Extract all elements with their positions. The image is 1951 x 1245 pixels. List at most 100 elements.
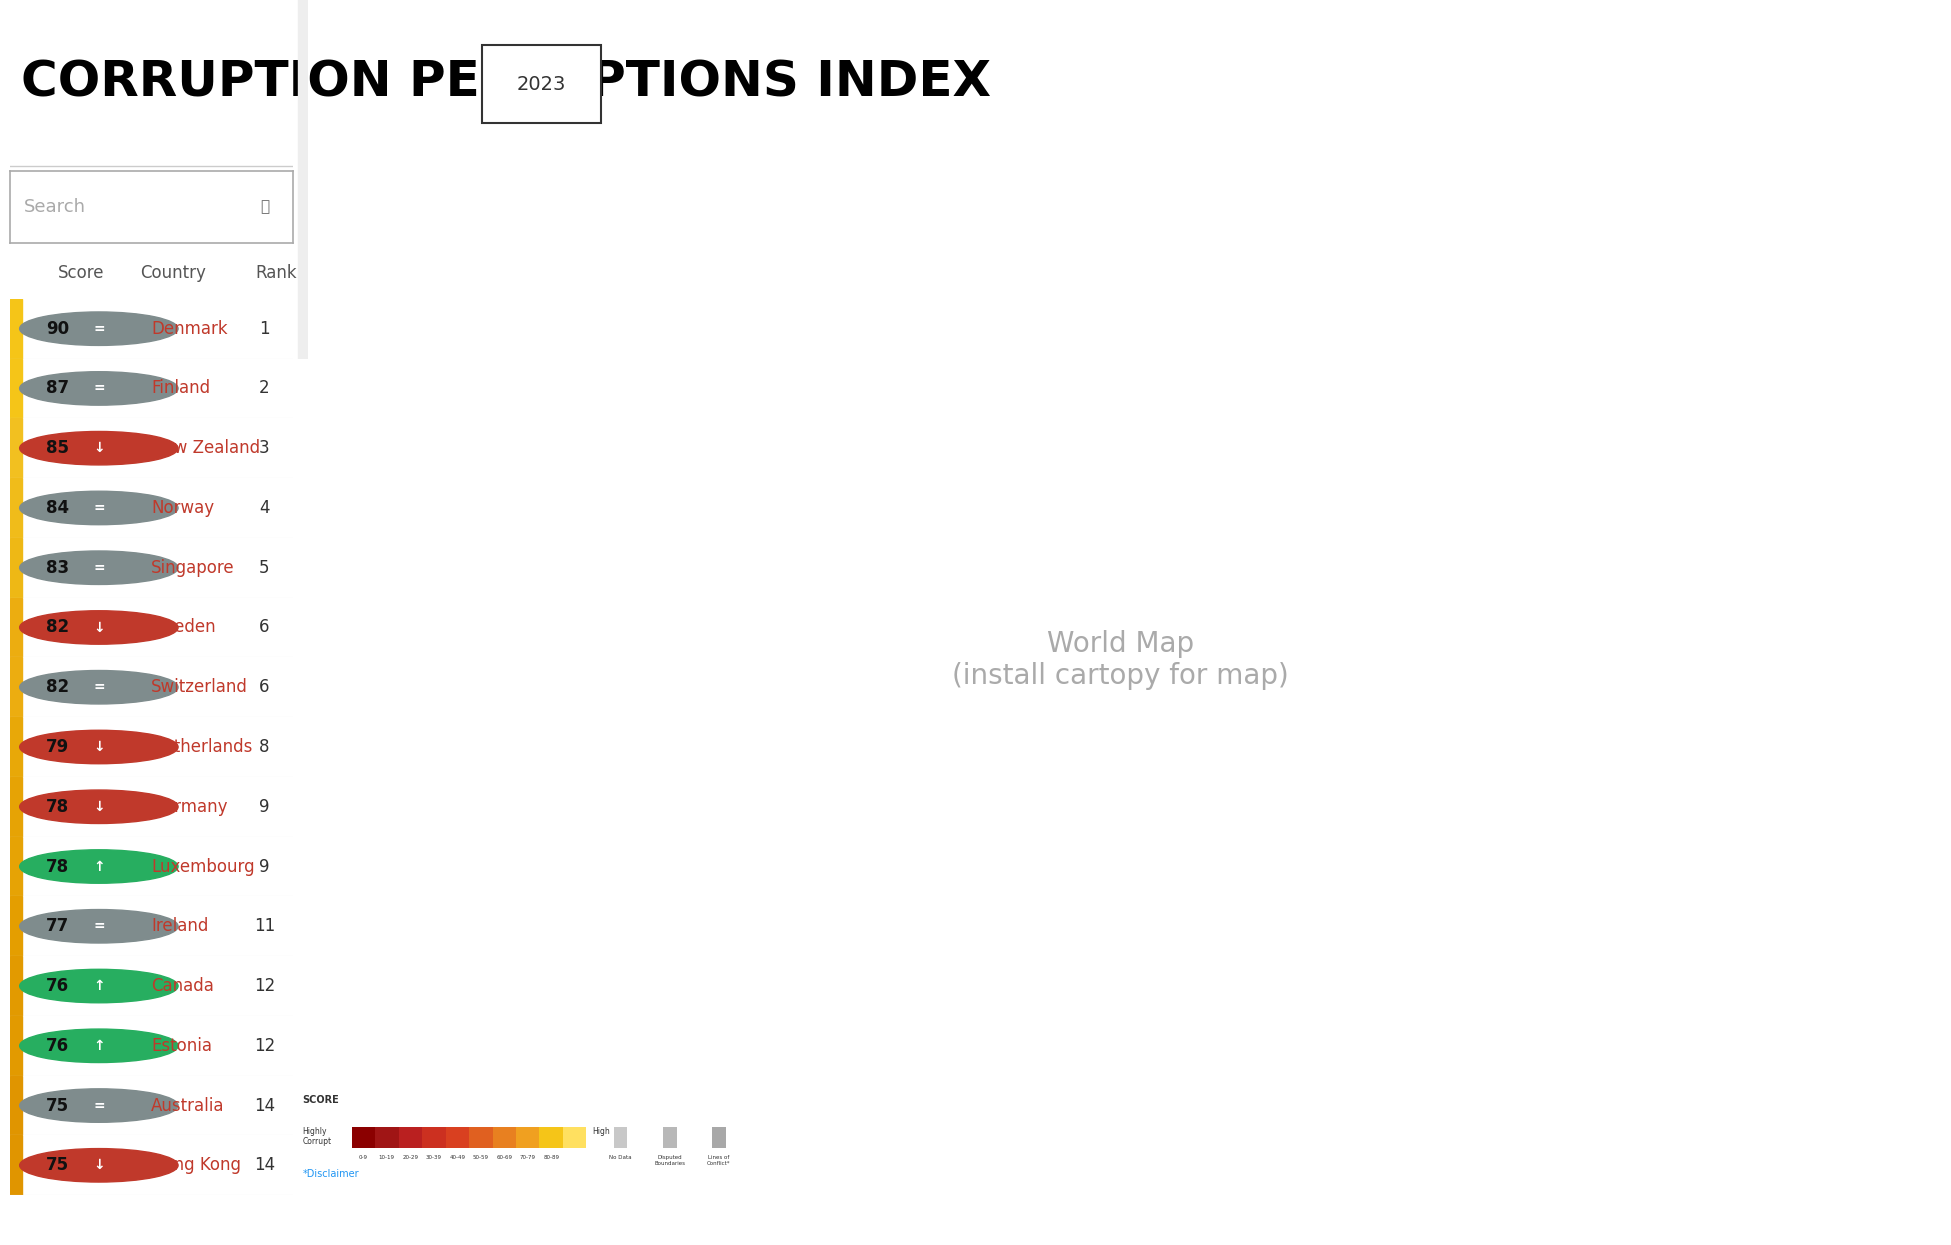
FancyBboxPatch shape (482, 45, 601, 123)
Text: =: = (94, 321, 105, 336)
Text: 3: 3 (259, 439, 269, 457)
Text: Singapore: Singapore (152, 559, 234, 576)
Bar (615, 1127, 628, 1148)
Bar (10, 1135, 23, 1195)
Text: World Map
(install cartopy for map): World Map (install cartopy for map) (952, 630, 1290, 690)
Text: Disputed
Boundaries: Disputed Boundaries (654, 1155, 685, 1165)
Bar (10, 418, 23, 478)
Circle shape (20, 791, 178, 823)
Circle shape (20, 970, 178, 1002)
Bar (540, 1127, 564, 1148)
Text: Finland: Finland (152, 380, 211, 397)
Text: Rank: Rank (256, 264, 297, 281)
Bar (10, 299, 23, 359)
Circle shape (20, 432, 178, 464)
Text: 1: 1 (259, 320, 269, 337)
Text: 12: 12 (254, 1037, 275, 1055)
Bar (10, 896, 23, 956)
Text: Sweden: Sweden (152, 619, 217, 636)
Bar (515, 1127, 540, 1148)
Text: ↑: ↑ (94, 1038, 105, 1053)
Text: 11: 11 (254, 918, 275, 935)
Text: 14: 14 (254, 1157, 275, 1174)
Text: Ireland: Ireland (152, 918, 209, 935)
Text: Country: Country (140, 264, 205, 281)
Text: 85: 85 (47, 439, 70, 457)
Text: 76: 76 (47, 1037, 70, 1055)
Bar (299, 0, 306, 359)
Circle shape (20, 671, 178, 703)
Bar (492, 1127, 515, 1148)
Text: =: = (94, 560, 105, 575)
Text: 70-79: 70-79 (519, 1155, 537, 1160)
Text: 2: 2 (259, 380, 269, 397)
Bar (10, 1016, 23, 1076)
Circle shape (20, 372, 178, 405)
Text: 84: 84 (47, 499, 70, 517)
Bar (10, 538, 23, 598)
Bar (445, 1127, 468, 1148)
Text: Estonia: Estonia (152, 1037, 213, 1055)
Text: *Disclaimer: *Disclaimer (302, 1169, 359, 1179)
Text: Highly
Corrupt: Highly Corrupt (302, 1127, 332, 1145)
Circle shape (20, 731, 178, 763)
Text: 90: 90 (47, 320, 70, 337)
Text: Australia: Australia (152, 1097, 224, 1114)
Text: Luxembourg: Luxembourg (152, 858, 256, 875)
Text: SCORE: SCORE (302, 1096, 339, 1106)
Text: Switzerland: Switzerland (152, 679, 248, 696)
Circle shape (20, 1089, 178, 1122)
Text: 2023: 2023 (517, 75, 566, 93)
Bar (10, 478, 23, 538)
Text: Canada: Canada (152, 977, 215, 995)
Circle shape (20, 1030, 178, 1062)
Text: =: = (94, 381, 105, 396)
Text: 60-69: 60-69 (496, 1155, 513, 1160)
Bar (375, 1127, 398, 1148)
Text: 82: 82 (47, 679, 70, 696)
Text: 14: 14 (254, 1097, 275, 1114)
Bar (712, 1127, 726, 1148)
Bar (10, 717, 23, 777)
Text: 40-49: 40-49 (449, 1155, 464, 1160)
Text: 79: 79 (47, 738, 70, 756)
Text: Search: Search (23, 198, 86, 215)
Text: No Data: No Data (609, 1155, 632, 1160)
Text: Lines of
Conflict*: Lines of Conflict* (706, 1155, 732, 1165)
Text: 75: 75 (47, 1157, 70, 1174)
Text: 🔍: 🔍 (259, 199, 269, 214)
Text: 10-19: 10-19 (378, 1155, 394, 1160)
Text: ↓: ↓ (94, 620, 105, 635)
Text: ↑: ↑ (94, 979, 105, 994)
Bar (10, 1076, 23, 1135)
Text: 9: 9 (259, 798, 269, 815)
Text: =: = (94, 919, 105, 934)
Text: 50-59: 50-59 (472, 1155, 490, 1160)
Text: 78: 78 (47, 798, 70, 815)
Circle shape (20, 492, 178, 524)
Text: 30-39: 30-39 (425, 1155, 441, 1160)
Text: High: High (591, 1127, 609, 1135)
Text: 83: 83 (47, 559, 70, 576)
Text: 75: 75 (47, 1097, 70, 1114)
Text: New Zealand: New Zealand (152, 439, 259, 457)
Text: ↑: ↑ (94, 859, 105, 874)
Circle shape (20, 1149, 178, 1182)
Bar (10, 359, 23, 418)
Text: 0-9: 0-9 (359, 1155, 369, 1160)
Text: ↓: ↓ (94, 1158, 105, 1173)
Text: 87: 87 (47, 380, 70, 397)
Text: 82: 82 (47, 619, 70, 636)
Circle shape (20, 552, 178, 584)
Text: 20-29: 20-29 (402, 1155, 418, 1160)
Circle shape (20, 850, 178, 883)
Text: Norway: Norway (152, 499, 215, 517)
Text: Denmark: Denmark (152, 320, 228, 337)
Text: =: = (94, 680, 105, 695)
Bar (10, 777, 23, 837)
Text: 76: 76 (47, 977, 70, 995)
Text: 4: 4 (259, 499, 269, 517)
Bar (10, 837, 23, 896)
Text: 80-89: 80-89 (542, 1155, 560, 1160)
Bar (10, 598, 23, 657)
